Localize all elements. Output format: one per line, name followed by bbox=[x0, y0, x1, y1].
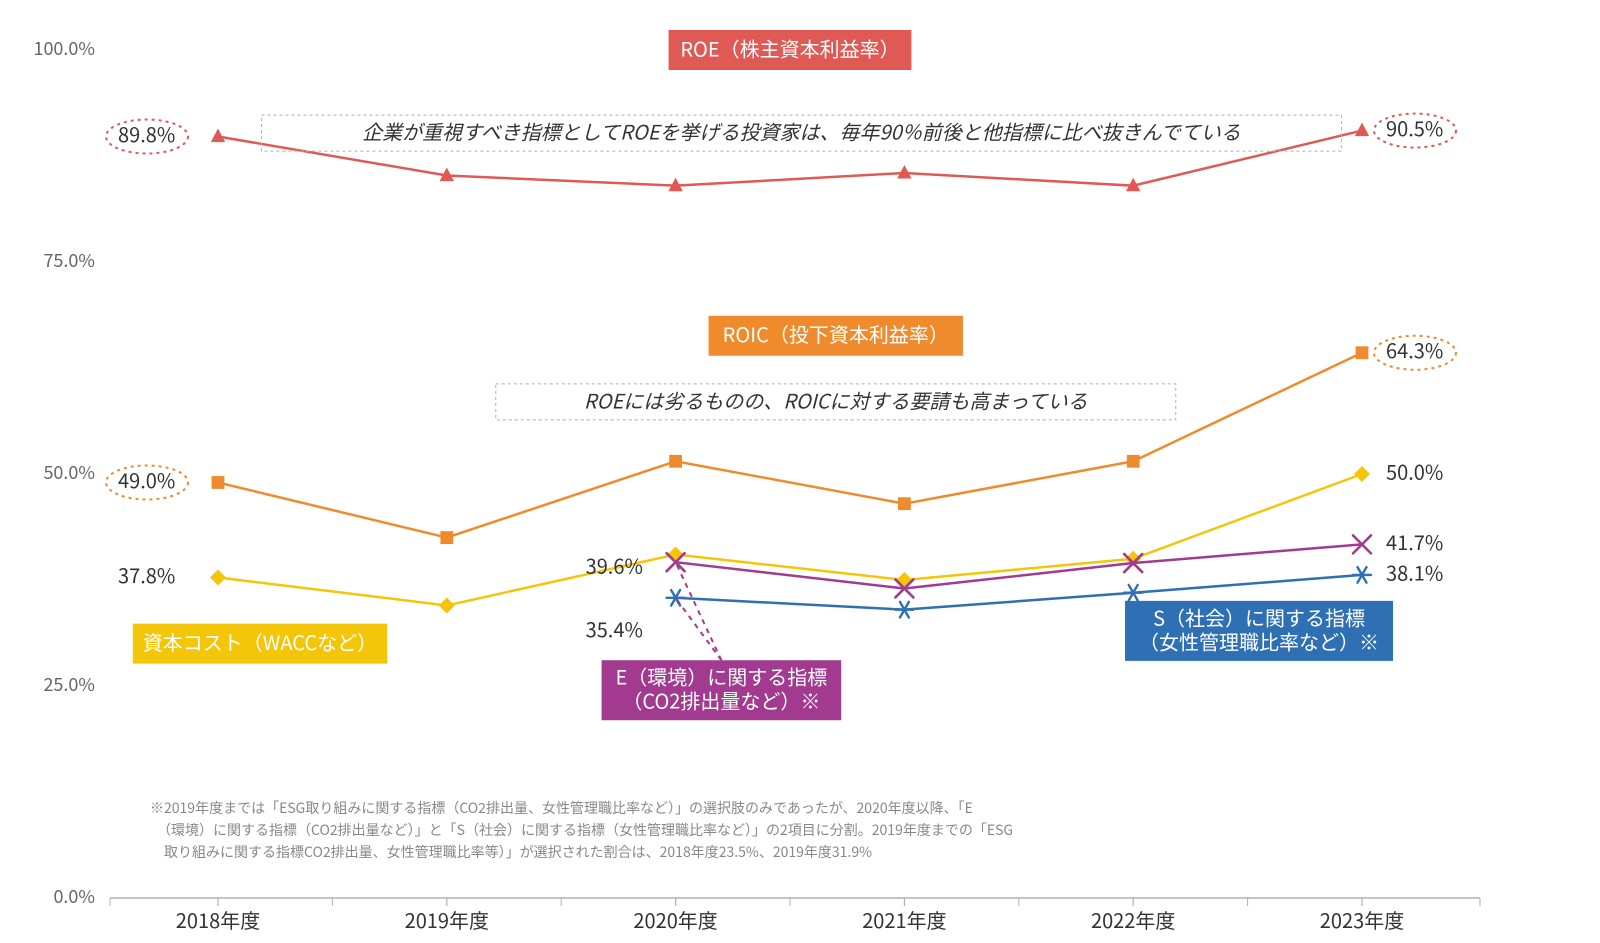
data-marker bbox=[897, 165, 911, 179]
series-badge-label-env: （CO2排出量など）※ bbox=[622, 686, 820, 715]
point-label-soc: 35.4% bbox=[586, 614, 643, 643]
footnote-line: ※2019年度までは「ESG取り組みに関する指標（CO2排出量、女性管理職比率な… bbox=[150, 798, 973, 818]
series-badge-label-soc: （女性管理職比率など）※ bbox=[1139, 626, 1379, 655]
leader-line bbox=[676, 562, 722, 660]
footnote-line: 取り組みに関する指標CO2排出量、女性管理職比率等）」が選択された割合は、201… bbox=[150, 842, 872, 862]
data-marker bbox=[211, 128, 225, 142]
point-label-wacc: 37.8% bbox=[118, 560, 175, 589]
y-tick-label: 25.0% bbox=[43, 671, 95, 697]
data-marker bbox=[896, 572, 912, 588]
point-label-wacc: 50.0% bbox=[1386, 456, 1443, 485]
point-label-roic: 49.0% bbox=[118, 465, 175, 494]
data-marker bbox=[668, 547, 684, 563]
x-tick-label: 2020年度 bbox=[633, 905, 717, 934]
x-tick-label: 2022年度 bbox=[1091, 905, 1175, 934]
leader-line bbox=[676, 598, 722, 660]
data-marker bbox=[212, 476, 225, 489]
data-marker bbox=[440, 531, 453, 544]
data-marker bbox=[439, 597, 455, 613]
series-line-roic bbox=[218, 353, 1362, 538]
point-label-roe: 89.8% bbox=[118, 119, 175, 148]
x-tick-label: 2021年度 bbox=[862, 905, 946, 934]
data-marker bbox=[1355, 123, 1369, 137]
point-label-env: 39.6% bbox=[586, 551, 643, 580]
x-tick-label: 2019年度 bbox=[405, 905, 489, 934]
data-marker bbox=[1354, 466, 1370, 482]
y-tick-label: 100.0% bbox=[33, 35, 95, 61]
data-marker bbox=[210, 569, 226, 585]
series-badge-label-roic: ROIC（投下資本利益率） bbox=[723, 319, 949, 348]
data-marker bbox=[669, 455, 682, 468]
x-tick-label: 2018年度 bbox=[176, 905, 260, 934]
point-label-roe: 90.5% bbox=[1386, 113, 1443, 142]
data-marker bbox=[1127, 455, 1140, 468]
series-line-wacc bbox=[218, 474, 1362, 605]
annotation-text: 企業が重視すべき指標としてROEを挙げる投資家は、毎年90％前後と他指標に比べ抜… bbox=[362, 117, 1241, 146]
point-label-soc: 38.1% bbox=[1386, 557, 1443, 586]
data-marker bbox=[898, 497, 911, 510]
series-roic bbox=[212, 346, 1369, 544]
point-label-env: 41.7% bbox=[1386, 527, 1443, 556]
data-marker bbox=[1356, 346, 1369, 359]
series-badge-label-wacc: 資本コスト（WACCなど） bbox=[143, 627, 377, 656]
series-wacc bbox=[210, 466, 1370, 613]
line-chart: 0.0% 25.0% 50.0% 75.0% 100.0% 2018年度 2019年度 202… bbox=[0, 0, 1600, 943]
series-badge-label-roe: ROE（株主資本利益率） bbox=[680, 33, 899, 62]
y-tick-label: 0.0% bbox=[53, 883, 95, 909]
y-tick-label: 50.0% bbox=[43, 459, 95, 485]
footnote-line: （環境）に関する指標（CO2排出量など）」と「S（社会）に関する指標（女性管理職… bbox=[150, 820, 1013, 840]
y-tick-label: 75.0% bbox=[43, 247, 95, 273]
point-label-roic: 64.3% bbox=[1386, 335, 1443, 364]
annotation-text: ROEには劣るものの、ROICに対する要請も高まっている bbox=[584, 385, 1088, 414]
x-tick-label: 2023年度 bbox=[1320, 905, 1404, 934]
